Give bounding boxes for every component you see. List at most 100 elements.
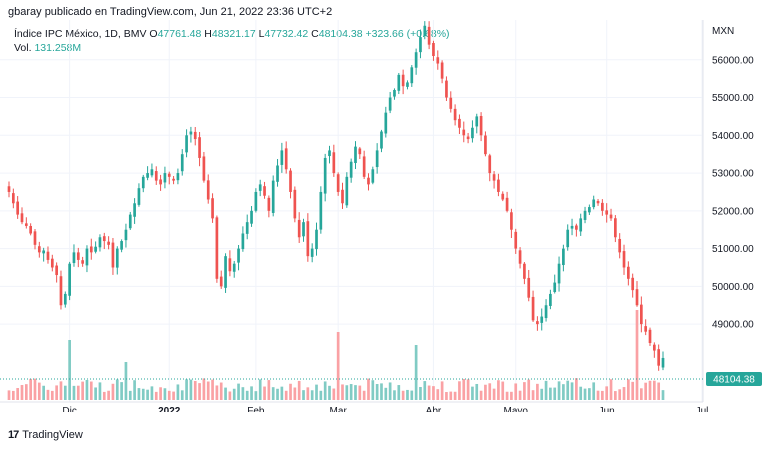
volume-bar — [50, 390, 54, 400]
candle-body — [367, 177, 370, 185]
last-price-label: 48104.38 — [713, 375, 755, 386]
candle-body — [124, 229, 128, 241]
volume-bar — [397, 385, 401, 400]
volume-bar — [115, 379, 119, 400]
volume-label[interactable]: Vol. — [14, 42, 32, 54]
volume-bar — [133, 380, 136, 400]
volume-bar — [436, 389, 440, 400]
volume-bar — [640, 388, 643, 400]
symbol-name[interactable]: Índice IPC México, 1D, BMV — [14, 28, 147, 40]
candle-body — [319, 191, 323, 230]
volume-bar — [102, 391, 106, 400]
volume-bar — [393, 390, 396, 400]
candle-body — [371, 169, 375, 183]
volume-bar — [202, 378, 206, 400]
candle-body — [588, 207, 591, 213]
volume-bar — [332, 388, 336, 400]
volume-bar — [72, 385, 76, 400]
candle-body — [37, 246, 41, 253]
candle-body — [63, 293, 67, 305]
volume-bar — [59, 381, 63, 400]
volume-bar — [588, 388, 591, 400]
volume-bar — [172, 391, 175, 400]
candle-body — [323, 157, 327, 194]
candle-body — [172, 178, 175, 181]
candle-body — [250, 210, 253, 224]
volume-bar — [124, 362, 128, 400]
candle-body — [185, 135, 188, 153]
candle-body — [501, 193, 505, 200]
candle-body — [11, 193, 15, 204]
candle-body — [445, 80, 448, 98]
candle-body — [150, 169, 154, 176]
candle-body — [423, 25, 427, 37]
candle-body — [410, 67, 414, 84]
candle-body — [523, 263, 526, 279]
candle-body — [146, 173, 149, 178]
candle-body — [293, 189, 297, 219]
volume-bar — [449, 391, 453, 400]
volume-bar — [540, 388, 544, 400]
volume-bar — [189, 379, 193, 400]
candle-body — [540, 316, 544, 323]
candle-body — [354, 146, 357, 164]
candle-body — [102, 236, 106, 242]
candle-body — [510, 212, 513, 230]
candle-body — [557, 263, 561, 284]
volume-bar — [423, 381, 427, 400]
volume-bar — [211, 379, 214, 400]
volume-bar — [206, 381, 210, 400]
candle-body — [592, 199, 596, 208]
volume-bar — [622, 387, 626, 400]
volume-bar — [306, 387, 310, 400]
volume-bar — [648, 380, 652, 400]
volume-bar — [601, 390, 604, 400]
volume-bar — [250, 386, 253, 400]
candle-body — [111, 242, 115, 268]
x-tick-label: 2022 — [158, 406, 181, 412]
volume-bar — [471, 386, 474, 400]
volume-bar — [583, 388, 587, 400]
volume-bar — [42, 385, 45, 400]
volume-bar — [323, 381, 327, 400]
volume-bar — [328, 385, 331, 400]
tradingview-brand[interactable]: 17 TradingView — [8, 429, 83, 441]
candle-body — [241, 233, 245, 250]
candle-body — [618, 238, 622, 253]
candle-body — [575, 225, 578, 230]
volume-bar — [185, 379, 188, 400]
volume-bar — [492, 388, 496, 400]
candle-body — [414, 52, 418, 68]
price-chart[interactable]: 56000.00 55000.00 54000.00 53000.00 52000.00… — [0, 20, 768, 412]
candle-body — [579, 218, 583, 232]
candle-body — [7, 186, 11, 192]
volume-bar — [410, 390, 414, 400]
volume-bar — [345, 385, 349, 400]
candle-body — [206, 180, 210, 200]
candle-body — [488, 155, 492, 174]
volume-bar — [232, 388, 236, 400]
volume-bar — [432, 386, 435, 400]
volume-bar — [358, 385, 362, 400]
candle-body — [635, 289, 639, 306]
candle-body — [471, 127, 474, 139]
y-tick-label: 56000.00 — [712, 55, 754, 66]
candle-body — [358, 148, 362, 155]
volume-bar — [488, 383, 492, 400]
volume-bar — [458, 381, 461, 400]
close-value: 48104.38 — [318, 28, 363, 40]
volume-bar — [336, 332, 340, 400]
volume-bar — [267, 380, 271, 400]
volume-bar — [341, 384, 344, 400]
volume-bar — [293, 387, 297, 400]
volume-bar — [315, 384, 318, 400]
volume-bar — [635, 310, 639, 400]
candle-body — [661, 357, 665, 368]
candle-body — [245, 222, 249, 234]
low-value: 47732.42 — [264, 28, 309, 40]
candle-body — [328, 150, 331, 157]
volume-bar — [661, 390, 665, 400]
brand-name: TradingView — [22, 429, 83, 441]
candle-body — [479, 116, 483, 136]
candle-body — [154, 171, 158, 181]
